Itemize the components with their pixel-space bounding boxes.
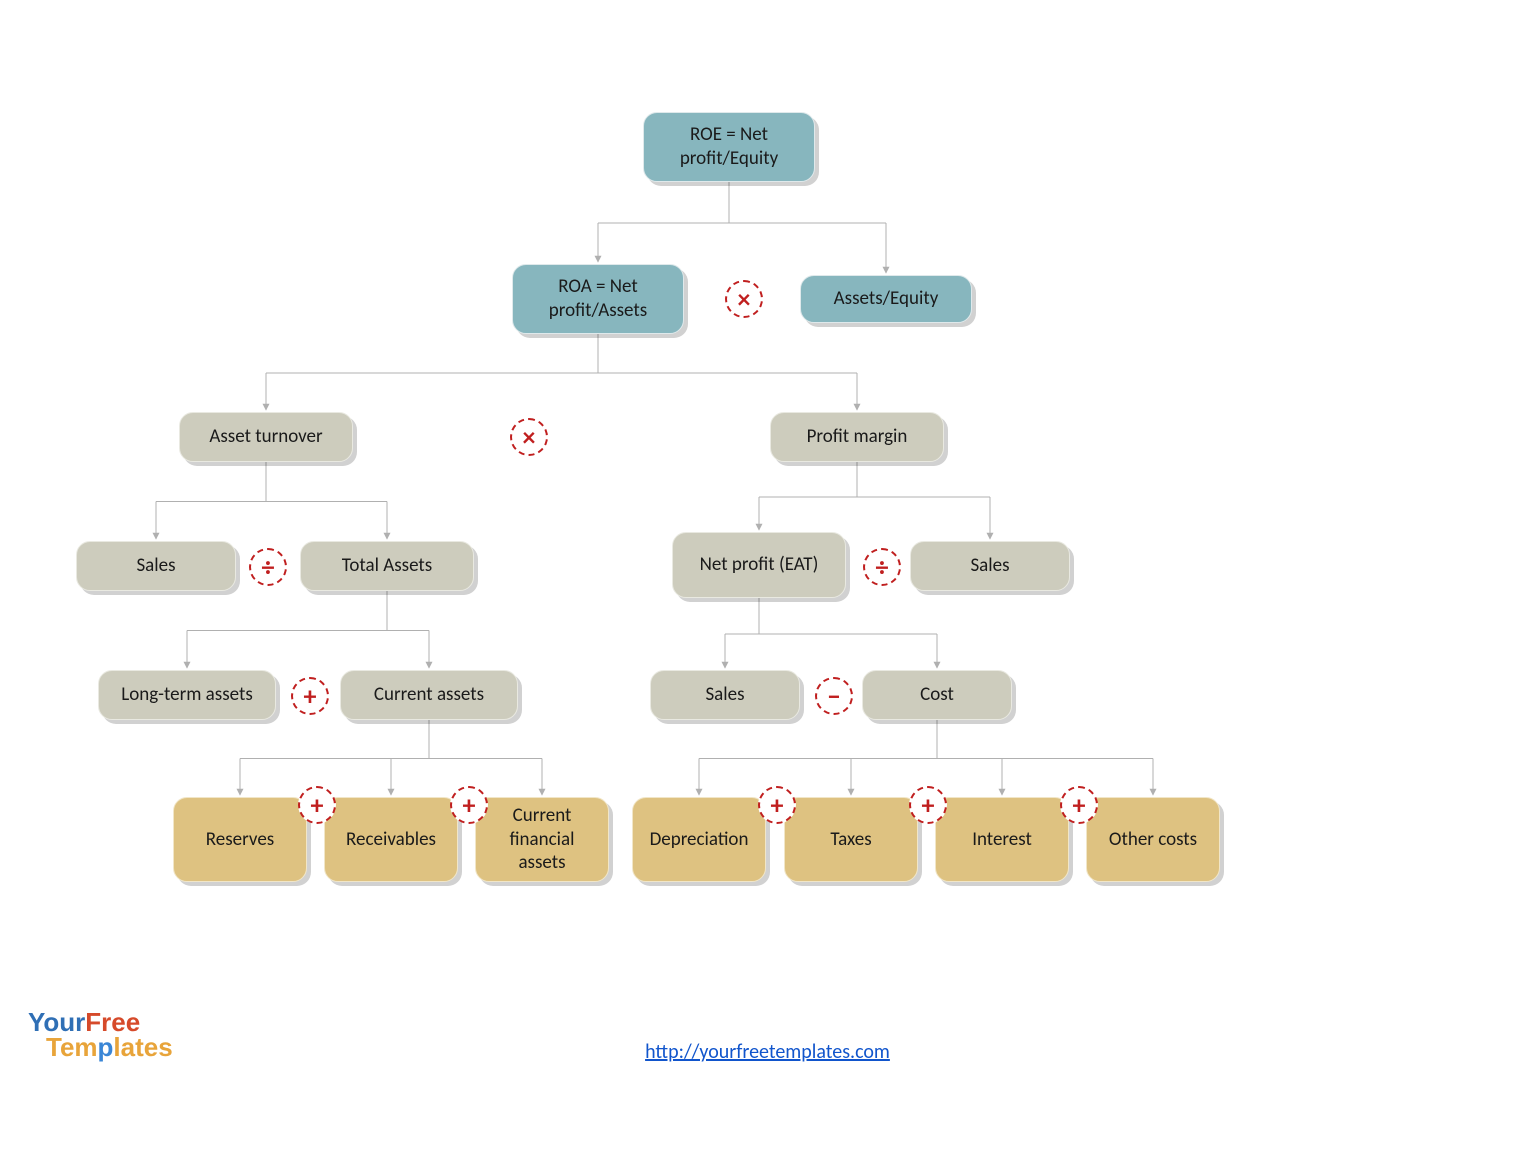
node-net_profit_eat: Net profit (EAT) [672, 532, 846, 598]
node-long_term: Long-term assets [98, 670, 276, 720]
site-logo: YourFreeTemplates [28, 1010, 173, 1059]
logo-line2: Templates [46, 1035, 173, 1060]
node-assets_equity: Assets/Equity [800, 275, 972, 323]
operator-op_lt_ca: + [291, 677, 329, 715]
operator-op_roa_ae: × [725, 280, 763, 318]
operator-op_s_cost: − [815, 677, 853, 715]
footer-link[interactable]: http://yourfreetemplates.com [645, 1040, 890, 1064]
operator-op_int_oth: + [1060, 786, 1098, 824]
operator-op_rcv_cfa: + [450, 786, 488, 824]
operator-op_tax_int: + [909, 786, 947, 824]
node-sales2: Sales [910, 541, 1070, 591]
operator-op_dep_tax: + [758, 786, 796, 824]
node-sales1: Sales [76, 541, 236, 591]
node-taxes: Taxes [784, 797, 918, 882]
node-roe: ROE = Net profit/Equity [643, 112, 815, 182]
node-depreciation: Depreciation [632, 797, 766, 882]
node-roa: ROA = Net profit/Assets [512, 264, 684, 334]
node-interest: Interest [935, 797, 1069, 882]
node-other_costs: Other costs [1086, 797, 1220, 882]
node-current_assets: Current assets [340, 670, 518, 720]
node-total_assets: Total Assets [300, 541, 474, 591]
operator-op_r_rcv: + [298, 786, 336, 824]
node-asset_turnover: Asset turnover [179, 412, 353, 462]
node-sales3: Sales [650, 670, 800, 720]
node-cfa: Current financial assets [475, 797, 609, 882]
operator-op_s_ta: ÷ [249, 548, 287, 586]
node-cost: Cost [862, 670, 1012, 720]
node-reserves: Reserves [173, 797, 307, 882]
footer-link-container: http://yourfreetemplates.com [0, 1040, 1535, 1064]
node-profit_margin: Profit margin [770, 412, 944, 462]
node-receivables: Receivables [324, 797, 458, 882]
operator-op_np_s: ÷ [863, 548, 901, 586]
operator-op_at_pm: × [510, 418, 548, 456]
